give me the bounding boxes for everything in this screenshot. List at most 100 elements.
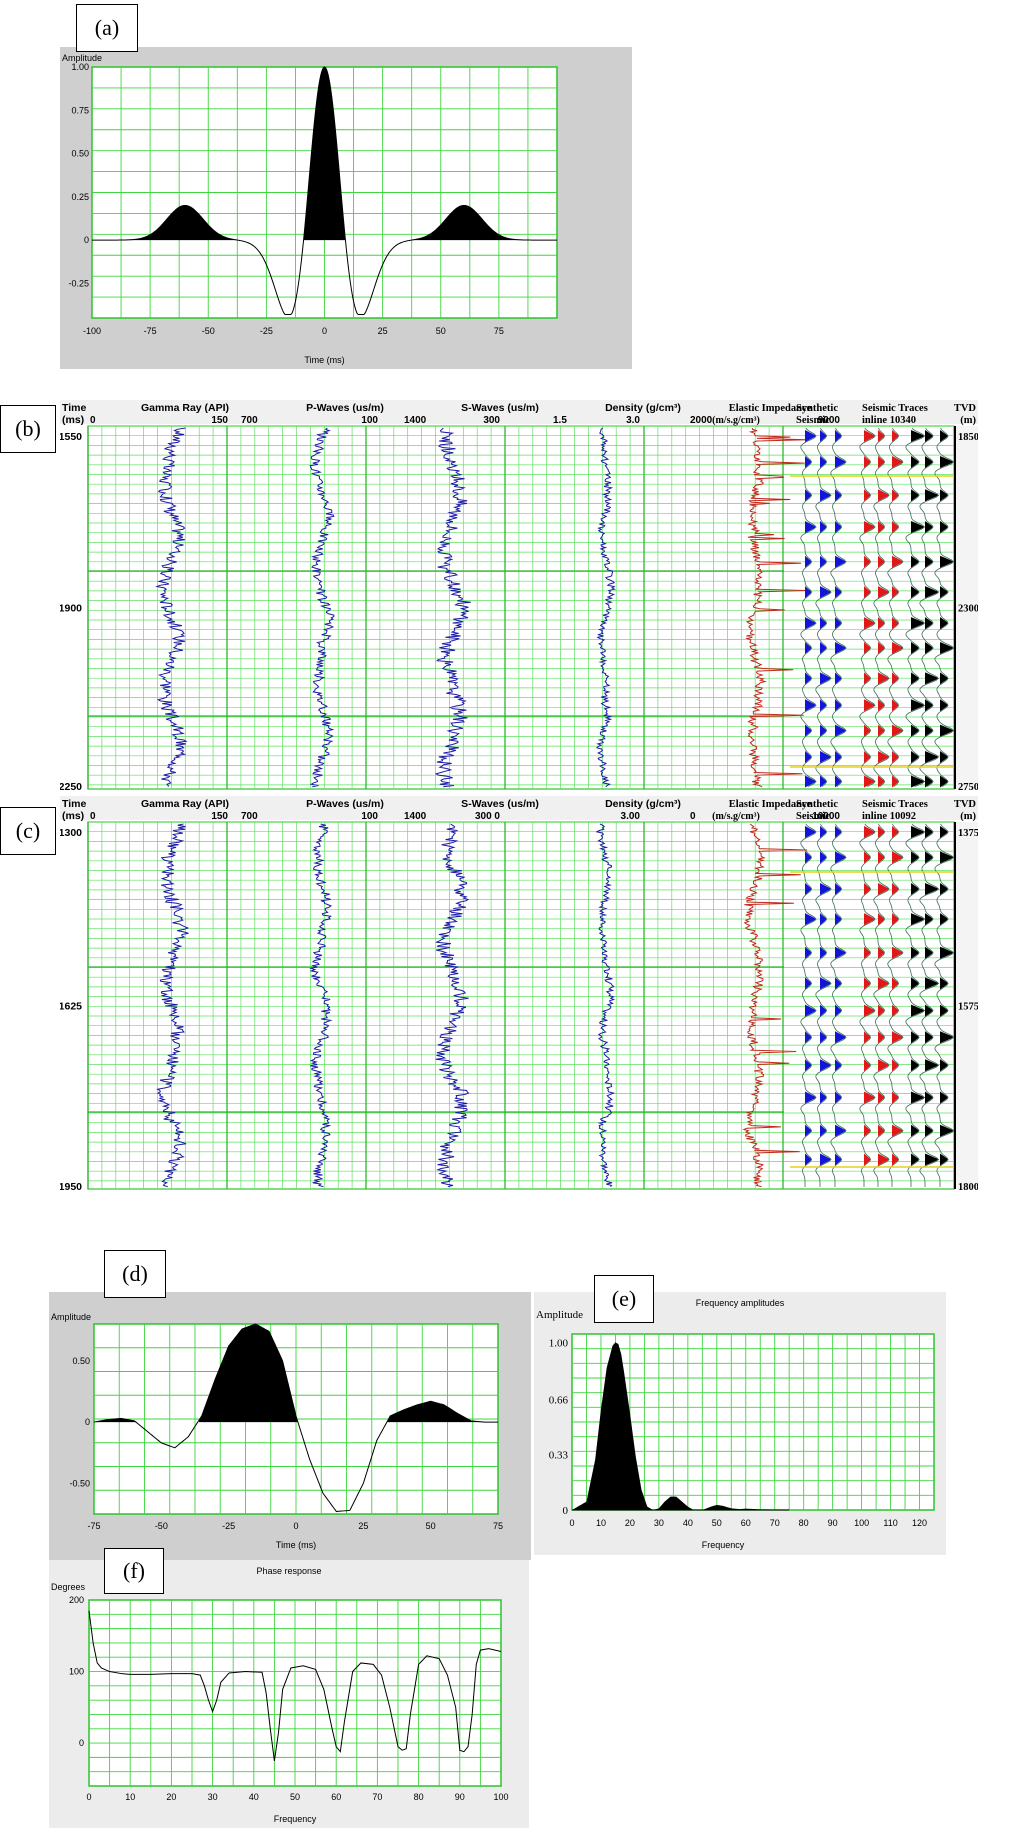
seismic-trace-line bbox=[800, 427, 817, 787]
chart-a-xtick: -75 bbox=[144, 326, 157, 336]
chart-c-tvd-tick: 1375 bbox=[958, 828, 978, 839]
track-2-right-scale: 300 bbox=[483, 415, 500, 426]
seismic-trace-fill bbox=[925, 430, 940, 788]
chart-a-xlabel: Time (ms) bbox=[304, 355, 344, 365]
chart-f-xtick: 40 bbox=[249, 1792, 259, 1802]
chart-b-header-bg bbox=[60, 400, 978, 424]
seismic-trace-fill bbox=[805, 826, 817, 1166]
track-0-right-scale: 150 bbox=[211, 811, 228, 822]
chart-d-xtick: 50 bbox=[426, 1521, 436, 1531]
chart-b-tvd-tick: 2300 bbox=[958, 604, 978, 615]
track-3-title: Density (g/cm³) bbox=[605, 402, 681, 414]
seismic-trace-line bbox=[830, 427, 847, 787]
chart-d-ytick: 0 bbox=[85, 1417, 90, 1427]
chart-c: Time(ms) Gamma Ray (API) 0 150 P-Waves (us/m… bbox=[60, 796, 978, 1194]
seismic-trace-line bbox=[859, 427, 876, 787]
track-3-right-scale: 3.00 bbox=[621, 811, 641, 822]
chart-b: Time(ms) Gamma Ray (API) 0 150 P-Waves (us/m… bbox=[60, 400, 978, 794]
seismic-trace-fill bbox=[820, 826, 832, 1166]
seismic-trace-fill bbox=[878, 430, 890, 788]
track-2-title: S-Waves (us/m) bbox=[461, 798, 539, 810]
chart-e-ylabel: Amplitude bbox=[536, 1309, 583, 1321]
log-curve-2 bbox=[434, 427, 471, 788]
seismic-trace-line bbox=[919, 823, 939, 1187]
seismic-trace-line bbox=[934, 823, 954, 1187]
log-curve-0 bbox=[156, 823, 190, 1188]
track-3-title: Density (g/cm³) bbox=[605, 798, 681, 810]
seismic-trace-line bbox=[934, 427, 954, 787]
chart-c-major-grid bbox=[87, 822, 784, 1189]
chart-d-ylabel: Amplitude bbox=[51, 1312, 91, 1322]
wavelet-a-line bbox=[92, 66, 557, 316]
track-2-left-scale: 1400 bbox=[404, 415, 427, 426]
track-2-left-scale: 1400 bbox=[404, 811, 427, 822]
seismic-trace-fill bbox=[878, 826, 890, 1166]
seismic-trace-fill bbox=[940, 826, 955, 1166]
amplitude-spectrum-fill bbox=[572, 1342, 790, 1510]
seismic-trace-line bbox=[887, 823, 904, 1187]
chart-a-xtick: 0 bbox=[322, 326, 327, 336]
track-3-right-scale: 3.0 bbox=[626, 415, 640, 426]
chart-e-xtick: 60 bbox=[741, 1518, 751, 1528]
chart-c-header-bg bbox=[60, 796, 978, 820]
chart-e: Frequency amplitudes Amplitude 1.00 0.66 0.3… bbox=[536, 1298, 935, 1550]
chart-f-xtick: 30 bbox=[208, 1792, 218, 1802]
seismic-trace-fill bbox=[940, 430, 955, 788]
chart-d-xtick: 0 bbox=[293, 1521, 298, 1531]
chart-a-ytick: -0.25 bbox=[68, 278, 89, 288]
chart-a-ytick: 0.25 bbox=[71, 192, 89, 202]
chart-c-synthetic-title-2: Seismic bbox=[796, 811, 830, 822]
log-curve-4 bbox=[742, 823, 808, 1188]
chart-b-time-tick: 1900 bbox=[60, 603, 82, 615]
track-3-left-scale: 1.5 bbox=[553, 415, 567, 426]
chart-d-xtick: 25 bbox=[358, 1521, 368, 1531]
chart-c-time-unit: (ms) bbox=[62, 810, 84, 822]
seismic-trace-fill bbox=[892, 826, 904, 1166]
track-1-right-scale: 100 bbox=[361, 415, 378, 426]
chart-a-xtick: -100 bbox=[83, 326, 101, 336]
seismic-trace-fill bbox=[835, 430, 847, 788]
chart-b-tvd-bg bbox=[954, 426, 978, 789]
chart-f-ylabel: Degrees bbox=[51, 1582, 86, 1592]
seismic-trace-line bbox=[905, 823, 925, 1187]
chart-b-seismic-title-2: inline 10340 bbox=[862, 415, 916, 426]
seismic-trace-fill bbox=[805, 430, 817, 788]
track-0-title: Gamma Ray (API) bbox=[141, 798, 229, 810]
track-0-left-scale: 0 bbox=[90, 415, 96, 426]
chart-e-xtick: 20 bbox=[625, 1518, 635, 1528]
track-1-title: P-Waves (us/m) bbox=[306, 798, 384, 810]
chart-b-tvd-header: TVD bbox=[954, 403, 977, 414]
chart-b-plot-area bbox=[87, 425, 955, 790]
chart-b-synthetic-title: Synthetic bbox=[796, 403, 838, 414]
track-4-title: Elastic Impedance bbox=[729, 799, 812, 810]
chart-f-grid bbox=[89, 1600, 501, 1786]
chart-b-major-grid bbox=[87, 426, 784, 789]
chart-e-xtick: 0 bbox=[569, 1518, 574, 1528]
chart-c-time-tick: 1300 bbox=[60, 827, 82, 839]
log-curve-3 bbox=[595, 427, 616, 788]
chart-f-ytick: 200 bbox=[69, 1595, 84, 1605]
track-4-left-scale: 0 bbox=[690, 811, 696, 822]
chart-e-xtick: 110 bbox=[883, 1518, 897, 1528]
chart-c-tvd-bg bbox=[954, 822, 978, 1189]
chart-c-tvd-tick: 1575 bbox=[958, 1002, 978, 1013]
track-2-title: S-Waves (us/m) bbox=[461, 402, 539, 414]
track-0-title: Gamma Ray (API) bbox=[141, 402, 229, 414]
chart-b-synthetic-title-2: Seismic bbox=[796, 415, 830, 426]
chart-e-xtick: 80 bbox=[799, 1518, 809, 1528]
chart-a-xtick: 25 bbox=[378, 326, 388, 336]
chart-f-xtick: 100 bbox=[493, 1792, 508, 1802]
chart-e-xtick: 40 bbox=[683, 1518, 693, 1528]
chart-f-ytick: 100 bbox=[69, 1667, 84, 1677]
track-2-right-scale: 300 0 bbox=[475, 811, 500, 822]
seismic-trace-line bbox=[800, 823, 817, 1187]
track-0-right-scale: 150 bbox=[211, 415, 228, 426]
seismic-trace-fill bbox=[911, 430, 926, 788]
chart-f-xlabel: Frequency bbox=[274, 1814, 317, 1824]
seismic-trace-line bbox=[815, 823, 832, 1187]
chart-a-xtick: -50 bbox=[202, 326, 215, 336]
wavelet-d-line bbox=[93, 1323, 498, 1513]
chart-b-grid bbox=[87, 425, 954, 789]
seismic-trace-line bbox=[873, 427, 890, 787]
